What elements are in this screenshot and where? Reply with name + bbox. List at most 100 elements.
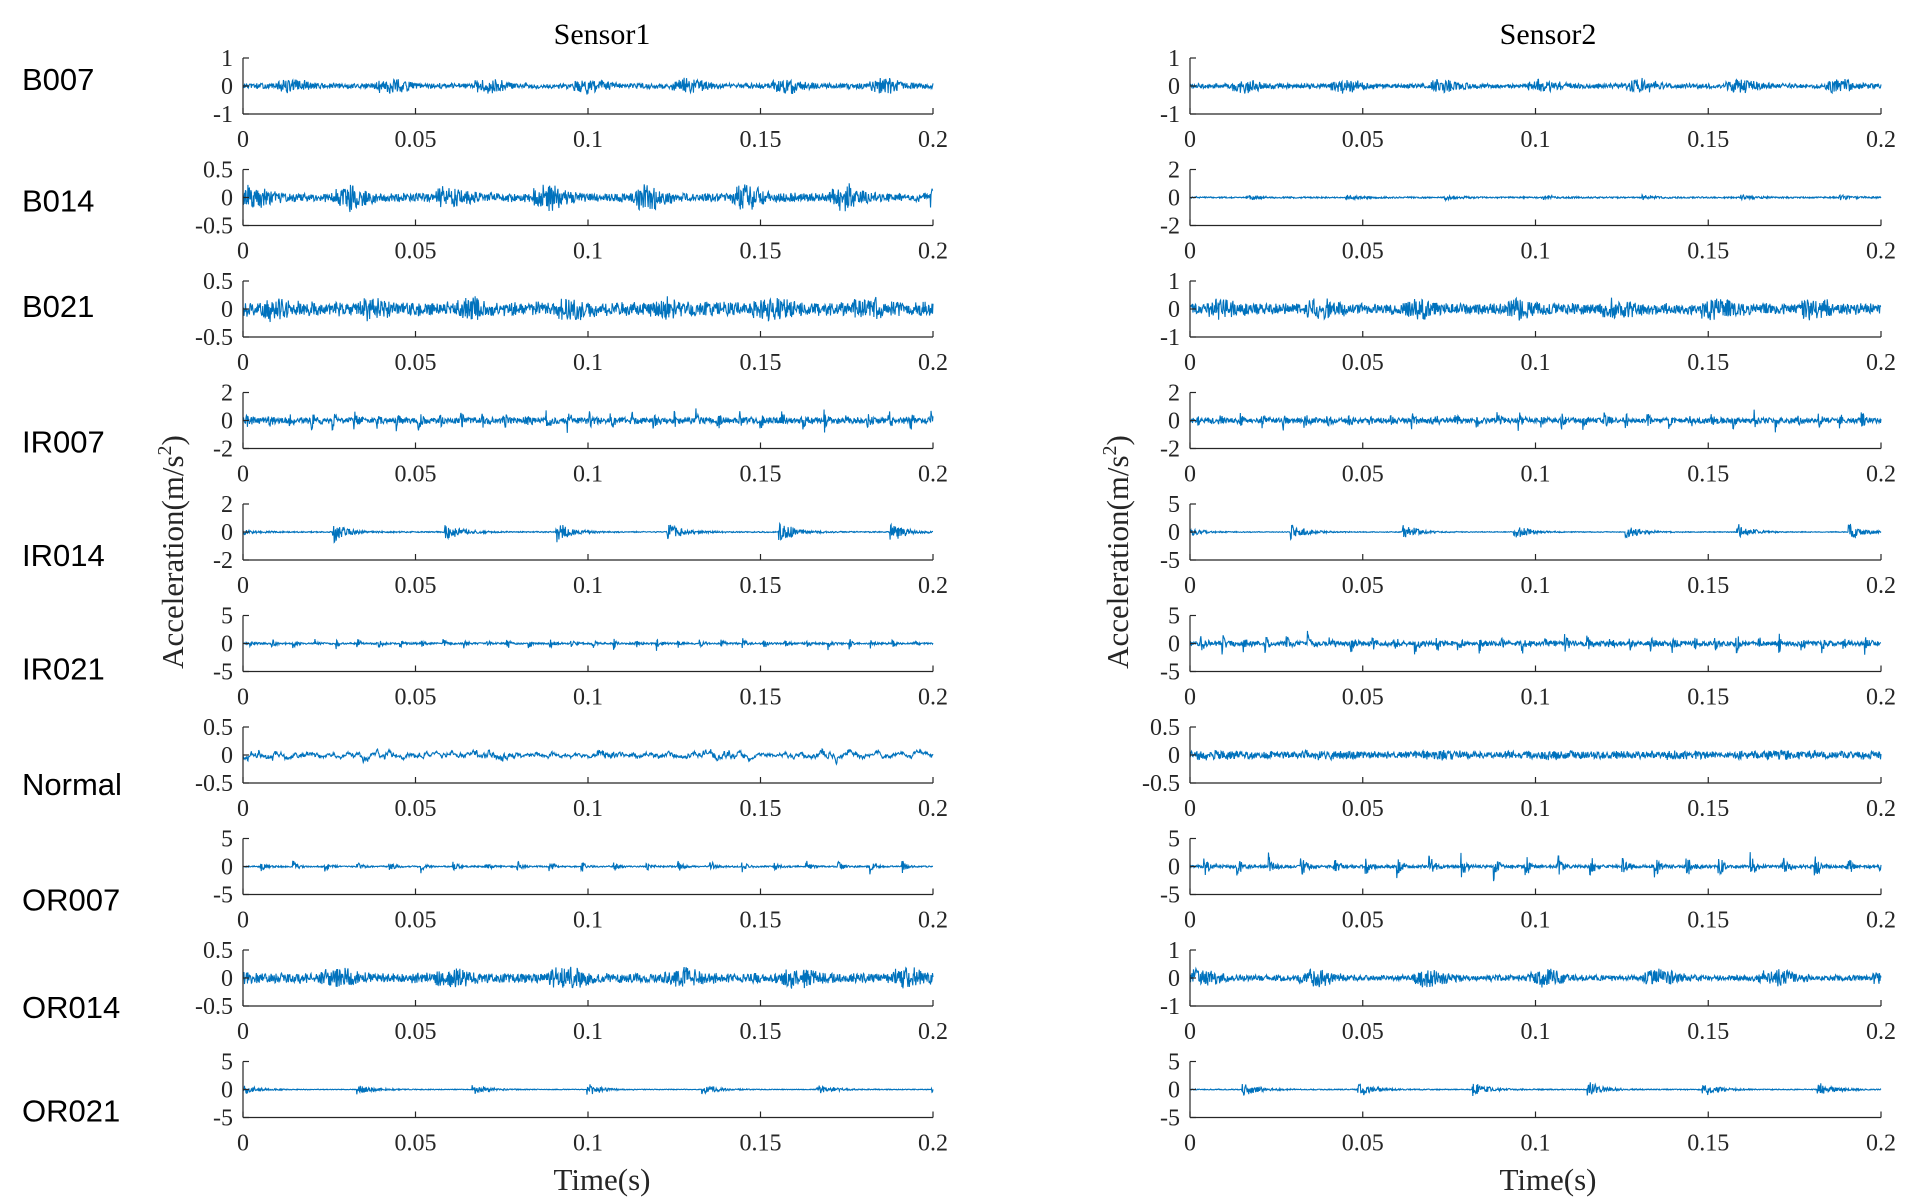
- y-tick-label: 0: [221, 632, 233, 658]
- x-tick-label: 0.05: [1342, 239, 1384, 265]
- x-tick-label: 0.1: [1521, 127, 1551, 153]
- signal-line-sensor2-ir007: [1189, 409, 1882, 433]
- x-axis-label-right: Time(s): [1499, 1162, 1596, 1197]
- x-tick-label: 0.05: [395, 239, 437, 265]
- x-tick-label: 0.2: [1866, 1019, 1896, 1045]
- y-tick-label: 1: [1168, 269, 1180, 295]
- y-tick-label: 0: [1168, 297, 1180, 323]
- y-tick-label: -1: [1160, 102, 1180, 128]
- x-tick-label: 0: [1184, 685, 1196, 711]
- panel-sensor1-or007: 50-50 0.05 0.1 0.15 0.2: [213, 827, 948, 934]
- x-tick-label: 0: [1184, 796, 1196, 822]
- x-tick-label: 0.15: [740, 127, 782, 153]
- x-tick-label: 0.2: [918, 573, 948, 599]
- y-tick-label: 5: [221, 604, 233, 630]
- y-tick-label: 0: [221, 186, 233, 212]
- y-tick-label: -0.5: [1142, 771, 1180, 797]
- y-tick-label: 5: [1168, 492, 1180, 518]
- y-tick-label: -5: [1160, 548, 1180, 574]
- panel-sensor2-b021: 10-10 0.05 0.1 0.15 0.2: [1160, 269, 1896, 376]
- x-tick-label: 0.2: [918, 127, 948, 153]
- signal-line-sensor1-b014: [242, 183, 934, 213]
- y-tick-label: -5: [213, 1106, 233, 1132]
- row-label-or014: OR014: [22, 990, 120, 1025]
- y-tick-label: -2: [1160, 437, 1180, 463]
- x-tick-label: 0.05: [1342, 1131, 1384, 1157]
- x-tick-label: 0.05: [1342, 127, 1384, 153]
- signal-line-sensor1-b007: [242, 77, 934, 95]
- x-tick-label: 0.05: [1342, 685, 1384, 711]
- signal-line-sensor1-ir021: [242, 638, 934, 651]
- x-tick-label: 0.1: [573, 1131, 603, 1157]
- y-tick-label: 1: [221, 46, 233, 72]
- x-tick-label: 0.1: [573, 908, 603, 934]
- x-tick-label: 0.15: [740, 239, 782, 265]
- x-tick-label: 0: [237, 1019, 249, 1045]
- x-tick-label: 0.05: [1342, 908, 1384, 934]
- panel-sensor2-normal: 0.50-0.50 0.05 0.1 0.15 0.2: [1142, 715, 1896, 822]
- y-axis-label-right: Acceleration(m/s2): [1099, 435, 1135, 669]
- x-tick-label: 0.05: [395, 1019, 437, 1045]
- row-label-or007: OR007: [22, 883, 120, 918]
- x-tick-label: 0.2: [918, 796, 948, 822]
- x-tick-label: 0.15: [740, 908, 782, 934]
- signal-line-sensor1-or021: [242, 1084, 934, 1095]
- panel-sensor1-ir014: 20-20 0.05 0.1 0.15 0.2: [213, 492, 948, 599]
- y-tick-label: 0: [221, 74, 233, 100]
- row-label-ir021: IR021: [22, 652, 105, 687]
- y-tick-label: 0.5: [203, 158, 233, 184]
- signal-line-sensor2-normal: [1189, 748, 1882, 762]
- y-tick-label: -0.5: [195, 325, 233, 351]
- panel-sensor1-b007: 10-10 0.05 0.1 0.15 0.2: [213, 46, 948, 153]
- y-tick-label: 0.5: [1150, 715, 1180, 741]
- y-tick-label: 0: [1168, 966, 1180, 992]
- y-tick-label: 5: [221, 1050, 233, 1076]
- y-tick-label: 0: [221, 520, 233, 546]
- y-tick-label: 0.5: [203, 715, 233, 741]
- y-tick-label: -0.5: [195, 214, 233, 240]
- x-tick-label: 0.2: [918, 685, 948, 711]
- x-tick-label: 0.2: [1866, 127, 1896, 153]
- y-tick-label: 0: [221, 409, 233, 435]
- x-tick-label: 0.15: [1687, 127, 1729, 153]
- x-tick-label: 0.2: [918, 1019, 948, 1045]
- y-tick-label: 1: [1168, 938, 1180, 964]
- x-tick-label: 0.1: [573, 462, 603, 488]
- row-label-b007: B007: [22, 62, 94, 97]
- signal-line-sensor2-b007: [1189, 77, 1882, 95]
- y-tick-label: 2: [1168, 158, 1180, 184]
- x-tick-label: 0.05: [1342, 573, 1384, 599]
- x-tick-label: 0: [1184, 573, 1196, 599]
- x-tick-label: 0.1: [573, 127, 603, 153]
- y-tick-label: 0.5: [203, 938, 233, 964]
- x-tick-label: 0.1: [573, 685, 603, 711]
- row-label-b021: B021: [22, 289, 94, 324]
- y-tick-label: 2: [221, 492, 233, 518]
- panel-sensor2-b007: 10-10 0.05 0.1 0.15 0.2: [1160, 46, 1896, 153]
- x-tick-label: 0: [237, 573, 249, 599]
- x-tick-label: 0.1: [573, 239, 603, 265]
- y-tick-label: -5: [1160, 1106, 1180, 1132]
- x-tick-label: 0.05: [395, 462, 437, 488]
- x-tick-label: 0.2: [918, 1131, 948, 1157]
- y-tick-label: 5: [1168, 604, 1180, 630]
- x-tick-label: 0: [1184, 1131, 1196, 1157]
- x-tick-label: 0.15: [1687, 573, 1729, 599]
- x-tick-label: 0.15: [1687, 1019, 1729, 1045]
- x-tick-label: 0.15: [1687, 908, 1729, 934]
- x-tick-label: 0.15: [740, 462, 782, 488]
- y-tick-label: -2: [213, 548, 233, 574]
- y-tick-label: -1: [213, 102, 233, 128]
- row-label-ir007: IR007: [22, 425, 105, 460]
- y-tick-label: -0.5: [195, 771, 233, 797]
- x-tick-label: 0.2: [1866, 685, 1896, 711]
- y-tick-label: -0.5: [195, 994, 233, 1020]
- column-title-sensor1: Sensor1: [554, 18, 651, 51]
- x-tick-label: 0: [237, 462, 249, 488]
- x-tick-label: 0.15: [1687, 796, 1729, 822]
- y-tick-label: -1: [1160, 994, 1180, 1020]
- y-tick-label: 0: [1168, 1078, 1180, 1104]
- y-tick-label: 0: [221, 297, 233, 323]
- signal-line-sensor2-or014: [1189, 966, 1882, 988]
